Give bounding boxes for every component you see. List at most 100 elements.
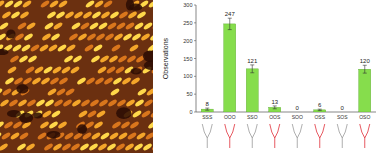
stm-feature <box>0 98 1 107</box>
stm-feature <box>142 142 153 151</box>
stm-feature <box>122 32 133 41</box>
stm-feature <box>134 21 145 30</box>
stm-dark-spot <box>0 49 9 55</box>
stm-feature <box>93 43 104 52</box>
stm-feature <box>106 142 117 151</box>
stm-feature <box>17 21 28 30</box>
error-cap <box>250 64 254 65</box>
stm-feature <box>94 0 105 9</box>
stm-feature <box>33 109 44 118</box>
stm-feature <box>124 142 135 151</box>
stm-feature <box>87 109 98 118</box>
stm-feature <box>149 32 153 41</box>
stm-feature <box>44 21 55 30</box>
stm-feature <box>110 87 121 96</box>
stm-feature <box>116 21 127 30</box>
stm-feature <box>50 32 61 41</box>
stm-dark-spot <box>77 124 87 134</box>
stm-feature <box>0 21 9 30</box>
stm-feature <box>30 43 41 52</box>
stm-dark-spot <box>16 84 28 93</box>
stm-feature <box>129 120 140 129</box>
stm-feature <box>97 65 108 74</box>
stm-feature <box>143 98 153 107</box>
stm-feature <box>1 10 12 19</box>
y-tick-label: 0 <box>189 109 192 115</box>
x-tick-label: OSS <box>314 114 325 120</box>
stm-feature <box>53 98 64 107</box>
stm-feature <box>95 32 106 41</box>
stm-feature <box>42 109 53 118</box>
figure: Observations0501001502002503008SSS247OOO… <box>0 0 378 153</box>
stm-feature <box>0 98 10 107</box>
molecule-icon <box>315 124 325 148</box>
stm-feature <box>134 98 145 107</box>
stm-feature <box>0 142 9 151</box>
stm-feature <box>12 120 23 129</box>
stm-feature <box>68 32 79 41</box>
stm-feature <box>118 131 129 140</box>
error-line <box>252 65 253 73</box>
bar <box>336 112 348 113</box>
stm-feature <box>148 0 153 9</box>
error-cap <box>273 105 277 106</box>
molecule-icon <box>292 124 302 148</box>
stm-feature <box>58 0 69 9</box>
stm-feature <box>115 142 126 151</box>
y-axis-label: Observations <box>162 37 169 79</box>
error-bar <box>250 65 254 73</box>
stm-feature <box>143 21 153 30</box>
stm-feature <box>48 120 59 129</box>
stm-feature <box>43 142 54 151</box>
stm-feature <box>113 32 124 41</box>
x-tick-label: SSO <box>247 114 258 120</box>
stm-feature <box>79 142 90 151</box>
stm-feature <box>0 21 1 30</box>
stm-dark-spot <box>47 131 61 139</box>
x-tick-label: SOO <box>292 114 303 120</box>
stm-feature <box>19 131 30 140</box>
y-tick-label: 100 <box>183 73 192 79</box>
stm-feature <box>16 142 27 151</box>
stm-feature <box>26 98 37 107</box>
stm-feature <box>82 10 93 19</box>
stm-feature <box>21 43 32 52</box>
stm-feature <box>52 65 63 74</box>
stm-feature <box>66 43 77 52</box>
stm-feature <box>89 21 100 30</box>
stm-feature <box>152 98 153 107</box>
x-tick-label: OOS <box>269 114 281 120</box>
stm-feature <box>71 21 82 30</box>
stm-feature <box>63 54 74 63</box>
stm-feature <box>111 43 122 52</box>
stm-feature <box>147 120 153 129</box>
error-cap <box>363 65 367 66</box>
error-cap <box>228 18 232 19</box>
stm-feature <box>25 142 36 151</box>
stm-dark-spot <box>143 50 153 61</box>
stm-feature <box>116 98 127 107</box>
error-bar <box>205 108 209 110</box>
stm-feature <box>145 131 153 140</box>
molecule-path <box>247 124 257 148</box>
error-cap <box>273 108 277 109</box>
stm-feature <box>10 131 21 140</box>
stm-feature <box>73 10 84 19</box>
stm-feature <box>57 120 68 129</box>
stm-feature <box>65 87 76 96</box>
error-bar <box>363 65 367 73</box>
stm-feature <box>23 32 34 41</box>
stm-feature <box>111 120 122 129</box>
error-line <box>364 65 365 73</box>
stm-feature <box>25 65 36 74</box>
stm-feature <box>55 10 66 19</box>
molecule-icon <box>360 124 370 148</box>
stm-feature <box>56 87 67 96</box>
bar <box>291 112 303 113</box>
molecule-path <box>315 124 325 148</box>
stm-feature <box>48 43 59 52</box>
stm-feature <box>146 87 153 96</box>
stm-feature <box>80 21 91 30</box>
stm-feature <box>112 76 123 85</box>
stm-feature <box>4 0 15 9</box>
